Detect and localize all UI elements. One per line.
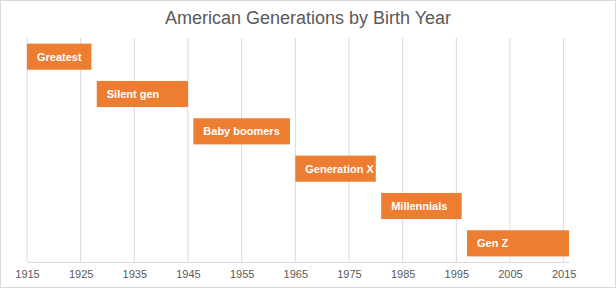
tick: 2005 bbox=[498, 262, 522, 280]
category-label: Silent gen bbox=[107, 88, 160, 100]
bar bbox=[27, 44, 91, 70]
tick: 1975 bbox=[337, 262, 361, 280]
tick-label: 2005 bbox=[498, 268, 522, 280]
grid-line bbox=[187, 38, 188, 262]
tick: 1945 bbox=[176, 262, 200, 280]
category-label: Gen Z bbox=[477, 237, 508, 249]
title: American Generations by Birth Year bbox=[165, 8, 451, 28]
grid-line bbox=[295, 38, 296, 262]
grid-line bbox=[241, 38, 242, 262]
tick: 1985 bbox=[391, 262, 415, 280]
grid-line bbox=[348, 38, 349, 262]
tick-label: 1965 bbox=[284, 268, 308, 280]
bar bbox=[193, 118, 290, 144]
tick-label: 1955 bbox=[230, 268, 254, 280]
grid-line bbox=[134, 38, 135, 262]
bar bbox=[97, 81, 188, 107]
grid-line bbox=[456, 38, 457, 262]
grid-line bbox=[27, 38, 28, 262]
grid bbox=[27, 38, 564, 262]
category-label: Millennials bbox=[391, 200, 447, 212]
tick: 1915 bbox=[15, 262, 39, 280]
grid-line bbox=[80, 38, 81, 262]
tick-label: 1935 bbox=[123, 268, 147, 280]
bar-labels: Greatest Silent gen Baby boomers Generation… bbox=[37, 51, 508, 250]
chart-frame bbox=[1, 1, 616, 288]
bar bbox=[295, 156, 375, 182]
tick: 2015 bbox=[552, 262, 576, 280]
tick-label: 1915 bbox=[15, 268, 39, 280]
bar bbox=[467, 230, 569, 256]
tick: 1965 bbox=[284, 262, 308, 280]
tick: 1955 bbox=[230, 262, 254, 280]
tick: 1935 bbox=[123, 262, 147, 280]
grid-line bbox=[563, 38, 564, 262]
tick: 1925 bbox=[69, 262, 93, 280]
category-label: Baby boomers bbox=[203, 125, 279, 137]
tick-label: 2015 bbox=[552, 268, 576, 280]
category-label: Greatest bbox=[37, 51, 82, 63]
x-axis: 1915 1925 1935 1945 1955 1965 1975 1985 1995 2005… bbox=[15, 262, 576, 280]
grid-line bbox=[509, 38, 510, 262]
chart: American Generations by Birth Year191519… bbox=[0, 0, 616, 288]
bar bbox=[381, 193, 461, 219]
axis-line bbox=[28, 262, 570, 263]
tick: 1995 bbox=[445, 262, 469, 280]
tick-label: 1985 bbox=[391, 268, 415, 280]
tick-label: 1975 bbox=[337, 268, 361, 280]
tick-label: 1945 bbox=[176, 268, 200, 280]
category-label: Generation X bbox=[305, 163, 374, 175]
tick-label: 1925 bbox=[69, 268, 93, 280]
grid-line bbox=[402, 38, 403, 262]
tick-label: 1995 bbox=[445, 268, 469, 280]
bars bbox=[27, 44, 569, 257]
